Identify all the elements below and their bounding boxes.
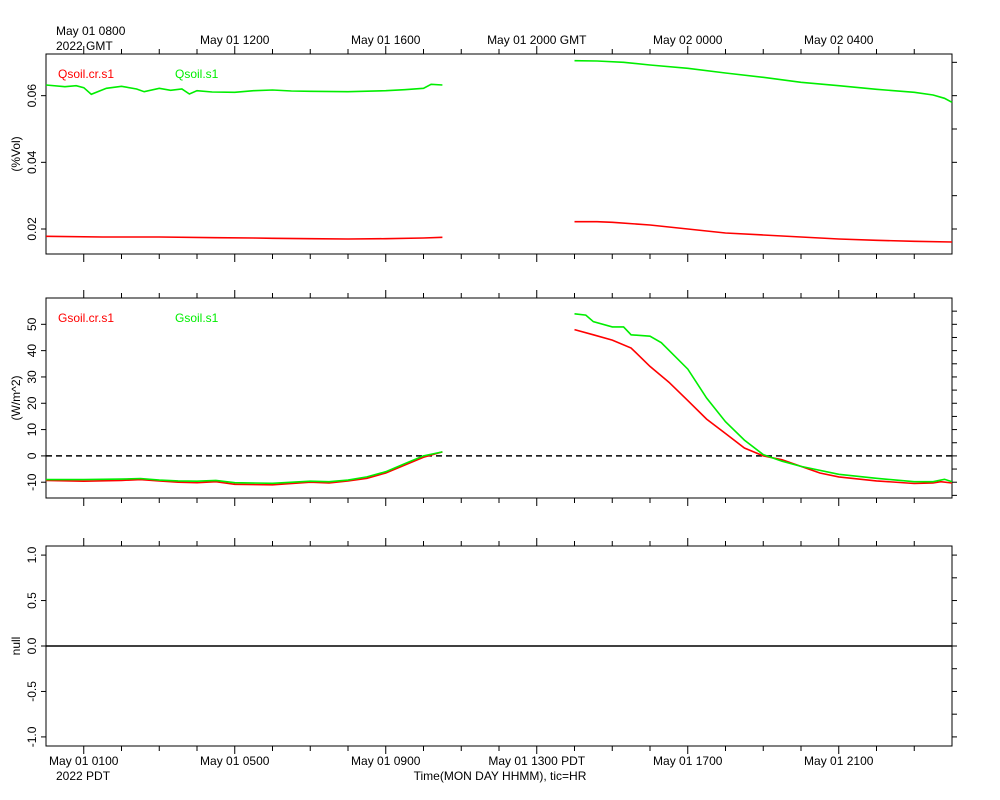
top-left-time-line1: May 01 0800 (56, 24, 126, 38)
legend-label: Gsoil.cr.s1 (58, 311, 114, 325)
y-tick-label: 0.0 (25, 637, 39, 654)
legend-label: Gsoil.s1 (175, 311, 219, 325)
series-line-Qsoil-cr-s1 (574, 220, 953, 243)
plot-frame (45, 297, 953, 499)
y-tick-label: 20 (25, 396, 39, 410)
time-axis-labels: May 01 0800 2022 GMT 2022 PDT Time(MON D… (49, 24, 874, 783)
y-tick-label: -0.5 (25, 681, 39, 702)
top-left-time-line2: 2022 GMT (56, 39, 113, 53)
y-tick-label: 0.5 (25, 592, 39, 609)
bottom-time-label: May 01 2100 (804, 754, 874, 768)
legend-label: Qsoil.cr.s1 (58, 67, 114, 81)
y-tick-label: 0 (25, 452, 39, 459)
series-line-Qsoil-s1 (574, 59, 953, 104)
y-tick-label: 1.0 (25, 546, 39, 563)
panel-2: -10 0 10 20 30 40 50 (W/m^2) Gsoil.cr.s1 Gsoil.s1 (9, 290, 957, 506)
y-tick-label: 40 (25, 344, 39, 358)
top-time-label: May 01 1200 (200, 33, 270, 47)
x-axis-title: Time(MON DAY HHMM), tic=HR (414, 769, 587, 783)
series-line-Gsoil-cr-s1 (45, 451, 443, 486)
y-tick-label: 0.04 (25, 150, 39, 174)
series-line-Qsoil-s1 (45, 83, 443, 96)
legend-label: Qsoil.s1 (175, 67, 219, 81)
bottom-time-label: May 01 1700 (653, 754, 723, 768)
top-time-label: May 02 0000 (653, 33, 723, 47)
panel-1: 0.02 0.04 0.06 (%Vol) Qsoil.cr.s1 Qsoil.s1 (9, 46, 957, 262)
top-time-label: May 01 1600 (351, 33, 421, 47)
series-line-Qsoil-cr-s1 (45, 235, 443, 240)
bottom-left-time-label: 2022 PDT (56, 769, 111, 783)
y-tick-label: 10 (25, 423, 39, 437)
y-tick-label: -10 (25, 473, 39, 491)
y-tick-label: 0.02 (25, 217, 39, 241)
top-time-label: May 01 2000 GMT (487, 33, 587, 47)
y-axis-title: (%Vol) (9, 136, 23, 171)
y-axis-title: null (9, 637, 23, 656)
y-tick-label: 50 (25, 317, 39, 331)
series-line-Gsoil-cr-s1 (574, 328, 953, 485)
bottom-time-label: May 01 1300 PDT (488, 754, 585, 768)
y-tick-label: 30 (25, 370, 39, 384)
y-axis-title: (W/m^2) (9, 376, 23, 421)
bottom-time-label: May 01 0900 (351, 754, 421, 768)
bottom-time-label: May 01 0500 (200, 754, 270, 768)
y-tick-label: 0.06 (25, 84, 39, 108)
top-time-label: May 02 0400 (804, 33, 874, 47)
y-tick-label: -1.0 (25, 726, 39, 747)
series-line-Gsoil-s1 (574, 313, 953, 483)
series-line-Gsoil-s1 (46, 451, 443, 485)
bottom-time-label: May 01 0100 (49, 754, 119, 768)
panel-3: -1.0 -0.5 0.0 0.5 1.0 null (9, 538, 957, 754)
